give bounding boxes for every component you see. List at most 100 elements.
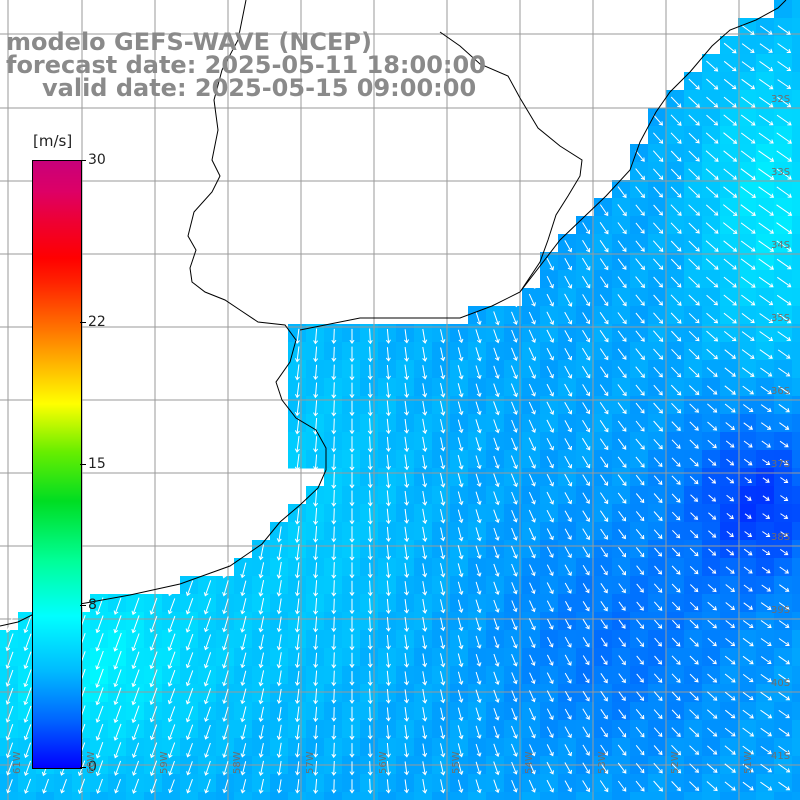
wind-arrow (222, 724, 229, 741)
wind-arrow (564, 455, 573, 469)
wind-cell (108, 702, 127, 721)
wind-arrow (294, 525, 300, 543)
wind-arrow (313, 346, 319, 363)
wind-arrow (564, 672, 572, 684)
wind-arrow (617, 294, 627, 307)
wind-arrow (636, 655, 644, 665)
wind-arrow (742, 781, 754, 791)
wind-arrow (367, 472, 373, 489)
wind-cell (774, 432, 793, 451)
wind-arrow (457, 545, 464, 560)
longitude-label: 60W (86, 751, 97, 774)
wind-cell (540, 630, 559, 649)
wind-cell (540, 522, 559, 541)
wind-cell (18, 648, 37, 667)
wind-arrow (688, 294, 700, 306)
wind-arrow (440, 671, 446, 686)
latitude-label: 38S (771, 532, 791, 543)
wind-arrow (475, 671, 482, 685)
wind-cell (306, 450, 325, 469)
wind-arrow (564, 383, 573, 397)
wind-cell (324, 360, 343, 379)
wind-cell (306, 666, 325, 685)
wind-cell (774, 522, 793, 541)
wind-arrow (653, 348, 664, 360)
wind-arrow (636, 673, 644, 683)
wind-cell (648, 288, 667, 307)
wind-arrow (258, 725, 264, 740)
wind-cell (774, 666, 793, 685)
wind-arrow (276, 634, 282, 651)
wind-cell (792, 594, 800, 613)
wind-cell (360, 702, 379, 721)
wind-cell (288, 432, 307, 451)
wind-arrow (688, 240, 700, 252)
wind-cell (342, 558, 361, 577)
wind-cell (216, 666, 235, 685)
wind-arrow (636, 619, 645, 629)
wind-cell (792, 18, 800, 37)
wind-arrow (776, 186, 792, 198)
wind-arrow (511, 401, 518, 416)
wind-cell (234, 720, 253, 739)
wind-cell (360, 504, 379, 523)
wind-cell (720, 378, 739, 397)
wind-cell (576, 504, 595, 523)
wind-arrow (493, 779, 500, 794)
wind-cell (180, 666, 199, 685)
wind-cell (774, 738, 793, 757)
wind-arrow (723, 294, 737, 306)
wind-cell (0, 666, 19, 685)
wind-arrow (167, 651, 176, 670)
wind-arrow (744, 531, 753, 538)
wind-arrow (528, 527, 536, 541)
wind-cell (666, 432, 685, 451)
wind-arrow (511, 510, 518, 523)
wind-cell (288, 666, 307, 685)
wind-arrow (422, 761, 428, 776)
wind-arrow (295, 779, 300, 794)
wind-cell (306, 738, 325, 757)
wind-arrow (511, 311, 518, 326)
wind-arrow (761, 440, 771, 448)
wind-arrow (635, 366, 645, 378)
wind-cell (324, 396, 343, 415)
wind-cell (720, 702, 739, 721)
wind-arrow (722, 222, 738, 234)
wind-arrow (617, 366, 627, 379)
wind-arrow (759, 78, 774, 90)
wind-arrow (294, 562, 300, 579)
wind-cell (630, 504, 649, 523)
wind-arrow (185, 670, 194, 687)
wind-cell (756, 216, 775, 235)
wind-arrow (349, 490, 355, 507)
wind-arrow (779, 422, 790, 430)
wind-cell (198, 666, 217, 685)
wind-arrow (759, 294, 774, 306)
wind-arrow (276, 688, 282, 704)
wind-cell (144, 630, 163, 649)
wind-arrow (690, 494, 699, 502)
wind-arrow (742, 745, 755, 755)
wind-arrow (149, 669, 158, 688)
wind-cell (288, 792, 307, 800)
wind-arrow (222, 598, 229, 615)
wind-arrow (705, 132, 719, 144)
wind-arrow (331, 346, 337, 362)
wind-arrow (294, 435, 300, 453)
wind-arrow (367, 580, 373, 597)
wind-cell (594, 540, 613, 559)
wind-arrow (708, 566, 717, 574)
wind-arrow (599, 294, 609, 307)
wind-cell (684, 774, 703, 793)
wind-arrow (422, 401, 428, 416)
wind-cell (90, 702, 109, 721)
wind-cell (540, 720, 559, 739)
wind-arrow (528, 401, 536, 415)
wind-cell (126, 648, 145, 667)
wind-arrow (529, 654, 536, 667)
wind-arrow (528, 383, 536, 397)
wind-arrow (600, 583, 608, 594)
wind-arrow (670, 132, 682, 144)
wind-cell (720, 720, 739, 739)
